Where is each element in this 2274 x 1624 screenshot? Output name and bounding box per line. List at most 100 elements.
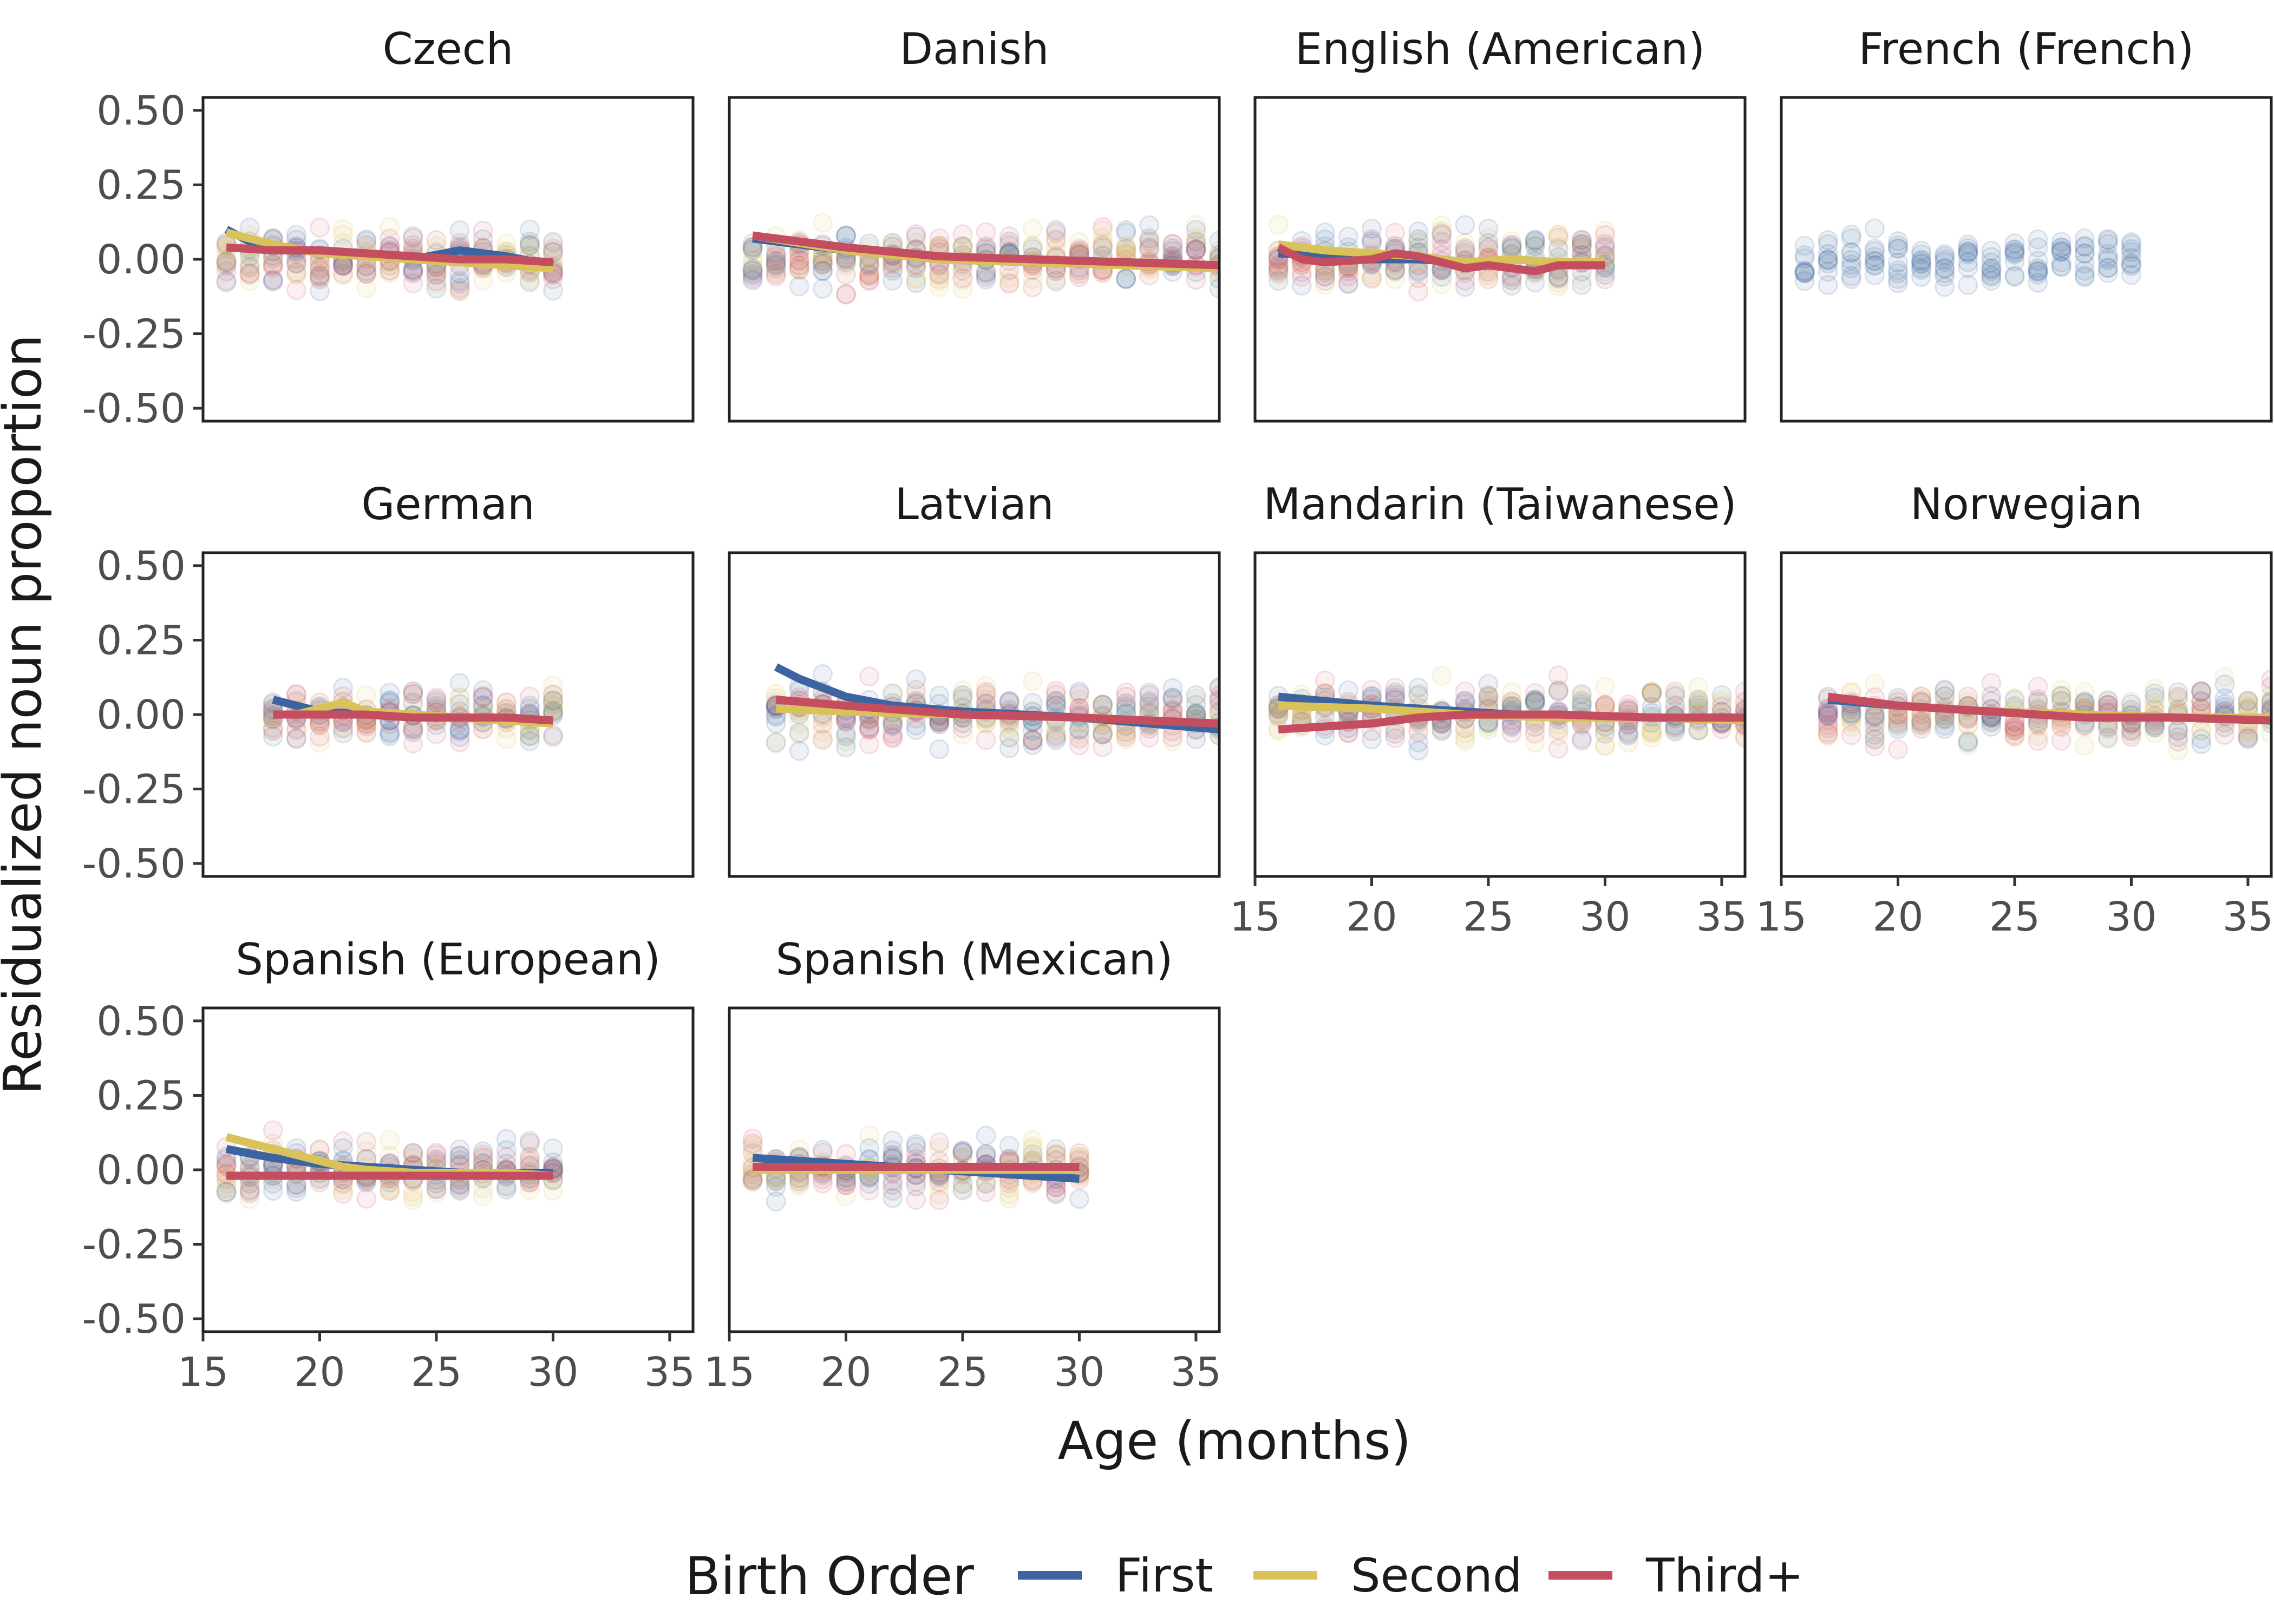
data-point [1548,681,1569,702]
data-point [812,251,833,271]
data-point [216,1183,237,1204]
data-point [1735,691,1745,712]
data-point [1268,271,1289,291]
data-point [2028,260,2048,280]
data-point [2261,690,2271,711]
data-point [2121,242,2141,263]
data-point [1361,729,1382,750]
data-point [929,263,950,284]
data-point [519,731,540,751]
x-tick-label: 30 [2106,894,2157,940]
data-point [1642,683,1662,704]
data-point [519,231,540,252]
data-point [2121,694,2141,715]
data-point [216,1182,237,1202]
data-point [1841,706,1861,726]
data-point [1209,702,1219,722]
data-point [286,729,306,749]
data-point [2004,245,2025,265]
data-point [1818,234,1838,254]
data-point [449,1139,470,1160]
data-point [403,681,423,702]
data-point [473,687,493,708]
data-point [403,1143,423,1163]
data-point [1818,710,1838,731]
data-point [2074,682,2095,703]
data-point [929,1184,950,1204]
data-point [1432,223,1452,244]
data-point [543,269,563,290]
data-point [380,1181,400,1201]
data-point [1911,710,1932,731]
data-point [1911,240,1932,261]
data-point [1455,731,1475,751]
data-point [906,269,926,290]
data-point [449,694,470,715]
data-point [1045,1139,1066,1160]
data-point [449,1145,470,1166]
data-point [2191,729,2212,749]
data-point [1385,222,1406,243]
data-point [1935,249,1955,270]
panel-border [728,96,1221,423]
data-point [1045,725,1066,745]
data-point [742,1170,763,1191]
data-point [263,257,283,278]
data-point [1935,251,1955,272]
data-point [1711,690,1732,711]
data-point [1093,228,1113,248]
data-point [2214,688,2235,709]
data-point [2191,681,2212,702]
data-point [2261,692,2271,713]
legend-label: Second [1351,1549,1522,1603]
data-point [952,1141,973,1161]
data-point [742,268,763,289]
data-point [519,1146,540,1167]
data-point [1045,1143,1066,1164]
data-point [906,669,926,690]
data-point [1935,718,1955,739]
data-point [2097,247,2118,268]
data-point [1887,235,1908,256]
data-point [1045,230,1066,251]
data-point [1186,239,1206,259]
data-point [1022,218,1043,239]
data-point [1642,723,1662,743]
data-point [1818,705,1838,726]
data-point [2028,229,2048,250]
data-point [356,260,377,281]
data-point [403,273,423,293]
data-point [1981,265,2002,285]
data-point [1688,691,1709,712]
data-point [1735,681,1745,702]
data-point [812,254,833,275]
data-point [1735,693,1745,713]
data-point [812,730,833,750]
data-point [742,260,763,280]
data-point [835,1171,856,1191]
data-point [216,272,237,293]
y-tick-label: 0.25 [96,617,186,664]
data-point [263,255,283,276]
data-point [2214,725,2235,745]
data-point [742,1168,763,1189]
data-point [1958,243,1978,263]
data-point [1711,685,1732,705]
data-point [1022,735,1043,755]
data-point [473,1148,493,1168]
data-point [2168,682,2188,703]
data-point [1478,218,1499,239]
data-point [789,251,809,271]
data-point [789,259,809,280]
data-point [1093,220,1113,241]
data-point [883,728,903,749]
data-point [1045,220,1066,240]
data-point [496,729,517,749]
data-point [1478,233,1499,253]
data-point [1548,665,1569,686]
data-point [1548,225,1569,245]
y-tick-label: 0.25 [96,162,186,208]
data-point [2004,242,2025,263]
data-point [1794,263,1815,283]
data-point [1069,689,1089,710]
